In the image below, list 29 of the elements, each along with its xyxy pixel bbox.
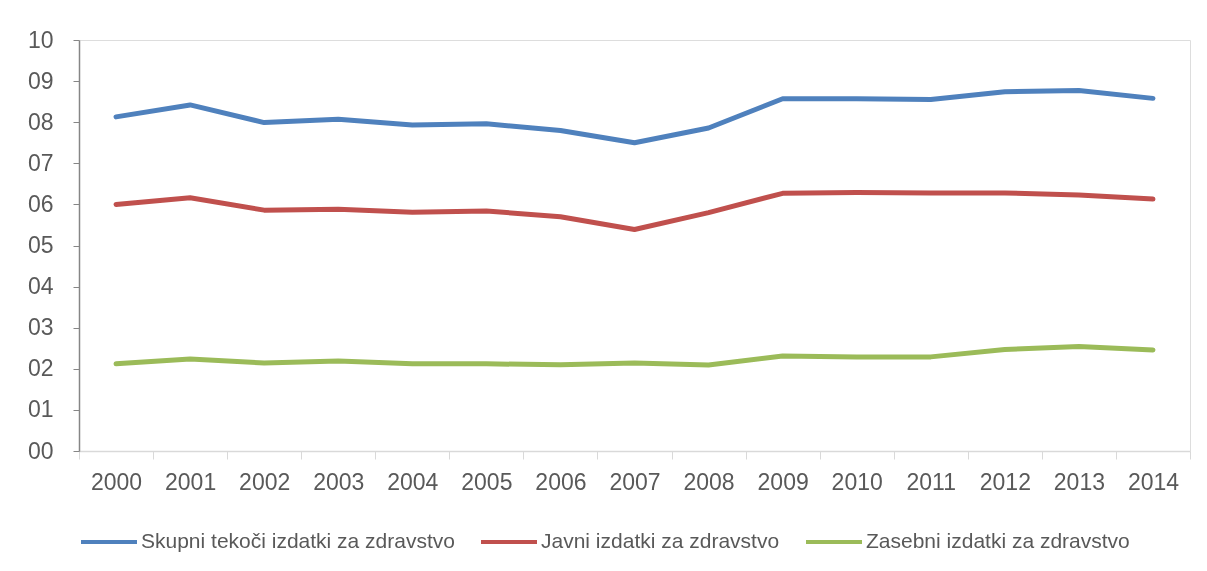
x-tick-label: 2002: [239, 468, 291, 495]
x-tick-label: 2007: [609, 468, 661, 495]
legend-label: Zasebni izdatki za zdravstvo: [866, 529, 1130, 552]
y-tick-label: 03: [27, 314, 54, 341]
y-tick-label: 08: [27, 108, 54, 135]
x-tick-label: 2013: [1053, 468, 1105, 495]
x-tick-label: 2006: [535, 468, 587, 495]
x-tick-label: 2009: [757, 468, 809, 495]
y-tick-label: 06: [27, 190, 54, 217]
y-tick-label: 05: [27, 232, 54, 258]
legend-label: Javni izdatki za zdravstvo: [541, 529, 780, 552]
x-tick-label: 2005: [461, 468, 513, 495]
x-tick-label: 2011: [906, 468, 956, 495]
y-tick-label: 00: [27, 437, 54, 464]
legend-label: Skupni tekoči izdatki za zdravstvo: [141, 529, 455, 552]
x-tick-label: 2000: [90, 468, 143, 495]
x-tick-label: 2004: [387, 468, 439, 495]
x-tick-label: 2008: [683, 468, 735, 495]
x-tick-label: 2014: [1127, 468, 1180, 495]
x-tick-label: 2012: [979, 468, 1031, 495]
y-tick-label: 02: [27, 355, 54, 382]
y-tick-label: 04: [27, 273, 54, 300]
y-tick-label: 01: [27, 396, 54, 423]
y-tick-label: 07: [27, 149, 54, 176]
y-tick-label: 09: [27, 67, 54, 94]
x-tick-label: 2003: [313, 468, 365, 495]
y-tick-label: 10: [27, 26, 54, 53]
x-tick-label: 2010: [831, 468, 883, 495]
x-tick-label: 2001: [165, 468, 217, 495]
